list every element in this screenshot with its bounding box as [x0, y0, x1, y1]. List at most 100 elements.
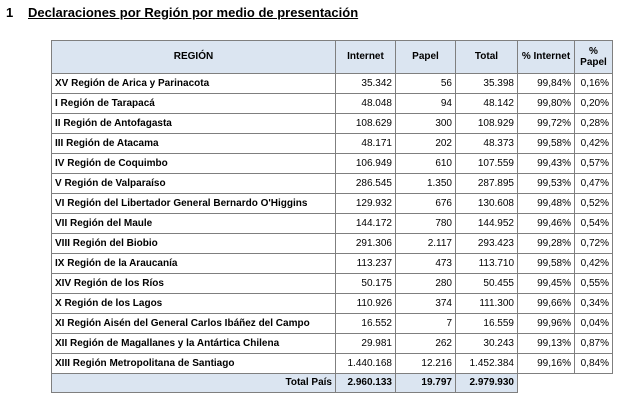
cell-internet: 29.981 [335, 333, 396, 354]
header-region: REGIÓN [51, 40, 336, 74]
cell-pct-internet: 99,43% [517, 153, 575, 174]
cell-total: 107.559 [455, 153, 518, 174]
cell-papel: 56 [395, 73, 456, 94]
cell-region: XII Región de Magallanes y la Antártica … [51, 333, 336, 354]
total-internet: 2.960.133 [335, 373, 396, 393]
total-papel: 19.797 [395, 373, 456, 393]
cell-total: 35.398 [455, 73, 518, 94]
header-pct-internet: % Internet [517, 40, 575, 74]
cell-pct-internet: 99,53% [517, 173, 575, 194]
cell-pct-internet: 99,46% [517, 213, 575, 234]
table-row: XIII Región Metropolitana de Santiago 1.4… [51, 353, 613, 374]
cell-total: 293.423 [455, 233, 518, 254]
cell-papel: 280 [395, 273, 456, 294]
cell-region: XIV Región de los Ríos [51, 273, 336, 294]
cell-papel: 374 [395, 293, 456, 314]
cell-region: XI Región Aisén del General Carlos Ibáñe… [51, 313, 336, 334]
cell-region: VI Región del Libertador General Bernard… [51, 193, 336, 214]
cell-pct-internet: 99,80% [517, 93, 575, 114]
cell-region: V Región de Valparaíso [51, 173, 336, 194]
cell-papel: 300 [395, 113, 456, 134]
cell-region: III Región de Atacama [51, 133, 336, 154]
total-total: 2.979.930 [455, 373, 518, 393]
section-number: 1 [6, 5, 14, 20]
cell-papel: 473 [395, 253, 456, 274]
table-row: V Región de Valparaíso 286.545 1.350 287.89… [51, 173, 613, 194]
table-row: XI Región Aisén del General Carlos Ibáñe… [51, 313, 613, 334]
cell-pct-internet: 99,45% [517, 273, 575, 294]
table-row: XIV Región de los Ríos 50.175 280 50.455 99,… [51, 273, 613, 294]
cell-internet: 50.175 [335, 273, 396, 294]
table-row: IX Región de la Araucanía 113.237 473 113.7… [51, 253, 613, 274]
cell-internet: 35.342 [335, 73, 396, 94]
cell-internet: 48.171 [335, 133, 396, 154]
cell-pct-internet: 99,16% [517, 353, 575, 374]
cell-pct-papel: 0,52% [574, 193, 613, 214]
cell-internet: 110.926 [335, 293, 396, 314]
cell-region: I Región de Tarapacá [51, 93, 336, 114]
cell-papel: 7 [395, 313, 456, 334]
cell-pct-internet: 99,58% [517, 133, 575, 154]
cell-region: IX Región de la Araucanía [51, 253, 336, 274]
header-total: Total [455, 40, 518, 74]
cell-total: 111.300 [455, 293, 518, 314]
cell-pct-internet: 99,72% [517, 113, 575, 134]
cell-total: 16.559 [455, 313, 518, 334]
cell-internet: 291.306 [335, 233, 396, 254]
cell-total: 144.952 [455, 213, 518, 234]
cell-internet: 113.237 [335, 253, 396, 274]
table-row: IV Región de Coquimbo 106.949 610 107.559 99… [51, 153, 613, 174]
cell-pct-internet: 99,48% [517, 193, 575, 214]
cell-internet: 106.949 [335, 153, 396, 174]
table-header-row: REGIÓN Internet Papel Total % Internet %… [51, 40, 613, 74]
cell-pct-internet: 99,66% [517, 293, 575, 314]
cell-pct-papel: 0,47% [574, 173, 613, 194]
cell-region: XIII Región Metropolitana de Santiago [51, 353, 336, 374]
cell-pct-papel: 0,54% [574, 213, 613, 234]
table-row: I Región de Tarapacá 48.048 94 48.142 99,80%… [51, 93, 613, 114]
cell-pct-papel: 0,42% [574, 133, 613, 154]
cell-papel: 610 [395, 153, 456, 174]
section-heading: 1 Declaraciones por Región por medio de p… [6, 5, 358, 20]
table-row: XII Región de Magallanes y la Antártica … [51, 333, 613, 354]
cell-papel: 202 [395, 133, 456, 154]
cell-region: II Región de Antofagasta [51, 113, 336, 134]
cell-pct-papel: 0,28% [574, 113, 613, 134]
declarations-table: REGIÓN Internet Papel Total % Internet %… [51, 40, 613, 393]
cell-papel: 676 [395, 193, 456, 214]
cell-region: VII Región del Maule [51, 213, 336, 234]
table-row: VI Región del Libertador General Bernard… [51, 193, 613, 214]
cell-region: X Región de los Lagos [51, 293, 336, 314]
table-total-row: Total País 2.960.133 19.797 2.979.930 [51, 373, 613, 393]
table-row: III Región de Atacama 48.171 202 48.373 99,5… [51, 133, 613, 154]
total-empty-cell [517, 373, 575, 393]
cell-pct-papel: 0,34% [574, 293, 613, 314]
header-pct-papel: % Papel [574, 40, 613, 74]
cell-papel: 262 [395, 333, 456, 354]
cell-total: 50.455 [455, 273, 518, 294]
cell-internet: 48.048 [335, 93, 396, 114]
cell-internet: 286.545 [335, 173, 396, 194]
cell-papel: 94 [395, 93, 456, 114]
table-row: X Región de los Lagos 110.926 374 111.300 99… [51, 293, 613, 314]
cell-pct-papel: 0,84% [574, 353, 613, 374]
cell-total: 113.710 [455, 253, 518, 274]
cell-papel: 12.216 [395, 353, 456, 374]
cell-internet: 144.172 [335, 213, 396, 234]
cell-papel: 2.117 [395, 233, 456, 254]
cell-pct-internet: 99,96% [517, 313, 575, 334]
cell-pct-papel: 0,42% [574, 253, 613, 274]
cell-pct-internet: 99,13% [517, 333, 575, 354]
cell-pct-internet: 99,28% [517, 233, 575, 254]
total-empty-cell [574, 373, 613, 393]
cell-pct-papel: 0,16% [574, 73, 613, 94]
header-papel: Papel [395, 40, 456, 74]
cell-pct-internet: 99,58% [517, 253, 575, 274]
cell-pct-papel: 0,20% [574, 93, 613, 114]
cell-pct-papel: 0,04% [574, 313, 613, 334]
cell-region: IV Región de Coquimbo [51, 153, 336, 174]
table-row: XV Región de Arica y Parinacota 35.342 56 3… [51, 73, 613, 94]
cell-total: 1.452.384 [455, 353, 518, 374]
total-label: Total País [51, 373, 336, 393]
cell-total: 130.608 [455, 193, 518, 214]
